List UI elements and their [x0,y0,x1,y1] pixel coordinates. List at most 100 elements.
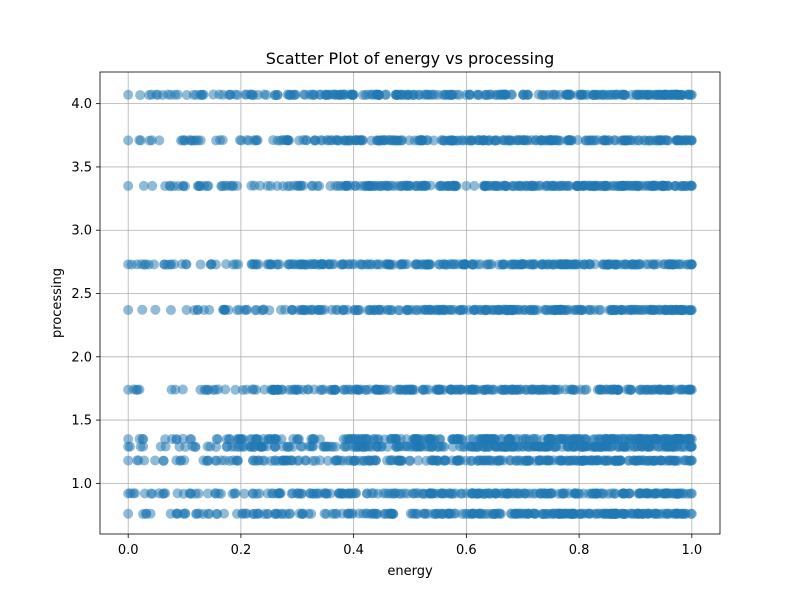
y-tick-label: 4.0 [71,97,92,112]
scatter-point [383,488,394,499]
y-axis-label: processing [50,268,65,338]
scatter-point [584,259,595,270]
scatter-point [195,180,206,191]
scatter-point [511,508,522,519]
scatter-point [436,508,447,519]
y-axis-ticks: 1.0 1.5 2.0 2.5 3.0 3.5 4.0 [71,97,100,492]
scatter-point [401,304,412,315]
scatter-point [319,508,330,519]
scatter-point [446,384,457,395]
scatter-point [563,89,574,100]
scatter-point [123,180,134,191]
scatter-point [528,488,539,499]
scatter-point [325,181,336,192]
scatter-point [404,135,415,146]
scatter-point [523,434,534,445]
scatter-point [286,455,297,466]
scatter-point [251,384,262,395]
scatter-point [664,304,675,315]
scatter-point [341,434,352,445]
scatter-point [274,259,285,270]
scatter-point [415,441,426,452]
scatter-point [427,89,438,100]
scatter-point [165,259,176,270]
scatter-point [578,488,589,499]
scatter-point [593,508,604,519]
scatter-point [248,259,259,270]
scatter-point [658,259,669,270]
scatter-point [621,259,632,270]
scatter-point [660,488,671,499]
scatter-point [251,433,262,444]
scatter-point [576,305,587,316]
scatter-point [545,488,556,499]
scatter-point [551,305,562,316]
scatter-point [686,180,697,191]
scatter-point [524,441,535,452]
scatter-point [686,455,697,466]
scatter-point [337,508,348,519]
scatter-point [543,259,554,270]
scatter-point [490,488,501,499]
scatter-point [362,259,373,270]
scatter-point [177,384,188,395]
scatter-point [449,259,460,270]
scatter-point [611,259,622,270]
scatter-point [147,180,158,191]
scatter-point [497,259,508,270]
scatter-point [635,488,646,499]
scatter-point [221,434,232,445]
scatter-point [604,135,615,146]
scatter-point [185,434,196,445]
scatter-point [686,384,697,395]
scatter-point [516,259,527,270]
scatter-point [329,508,340,519]
scatter-point [564,135,575,146]
scatter-point [341,180,352,191]
scatter-point [467,384,478,395]
scatter-point [268,135,279,146]
scatter-point [566,509,577,519]
scatter-point [219,508,230,519]
scatter-point [248,455,259,466]
scatter-point [484,135,495,146]
scatter-point [651,434,662,445]
scatter-point [490,180,501,191]
scatter-point [619,90,630,101]
scatter-point [579,384,590,395]
scatter-point [203,508,214,519]
scatter-point [425,488,436,499]
scatter-point [655,455,666,466]
scatter-point [529,508,540,519]
chart-title: Scatter Plot of energy vs processing [266,49,555,68]
scatter-point [326,135,337,146]
scatter-point [148,259,159,270]
scatter-point [492,135,503,146]
scatter-point [618,441,629,452]
x-axis-ticks: 0.0 0.2 0.4 0.6 0.8 1.0 [118,534,702,558]
scatter-point [612,384,623,395]
scatter-point [481,304,492,315]
scatter-point [500,488,511,499]
scatter-point [423,508,434,519]
scatter-point [288,259,299,270]
scatter-point [506,89,517,100]
scatter-point [369,434,380,445]
scatter-point [180,508,191,519]
x-tick-label: 0.0 [118,543,139,558]
scatter-point [610,434,621,445]
x-tick-label: 0.6 [456,543,477,558]
scatter-point [410,259,421,270]
scatter-point [218,304,229,315]
scatter-point [236,434,247,445]
scatter-point [298,304,309,315]
scatter-point [194,508,205,519]
scatter-point [575,508,586,519]
scatter-point [181,304,192,315]
scatter-point [144,90,155,101]
scatter-point [274,488,285,499]
scatter-point [460,89,471,100]
scatter-point [173,181,184,192]
scatter-point [413,455,424,466]
scatter-point [251,488,262,499]
